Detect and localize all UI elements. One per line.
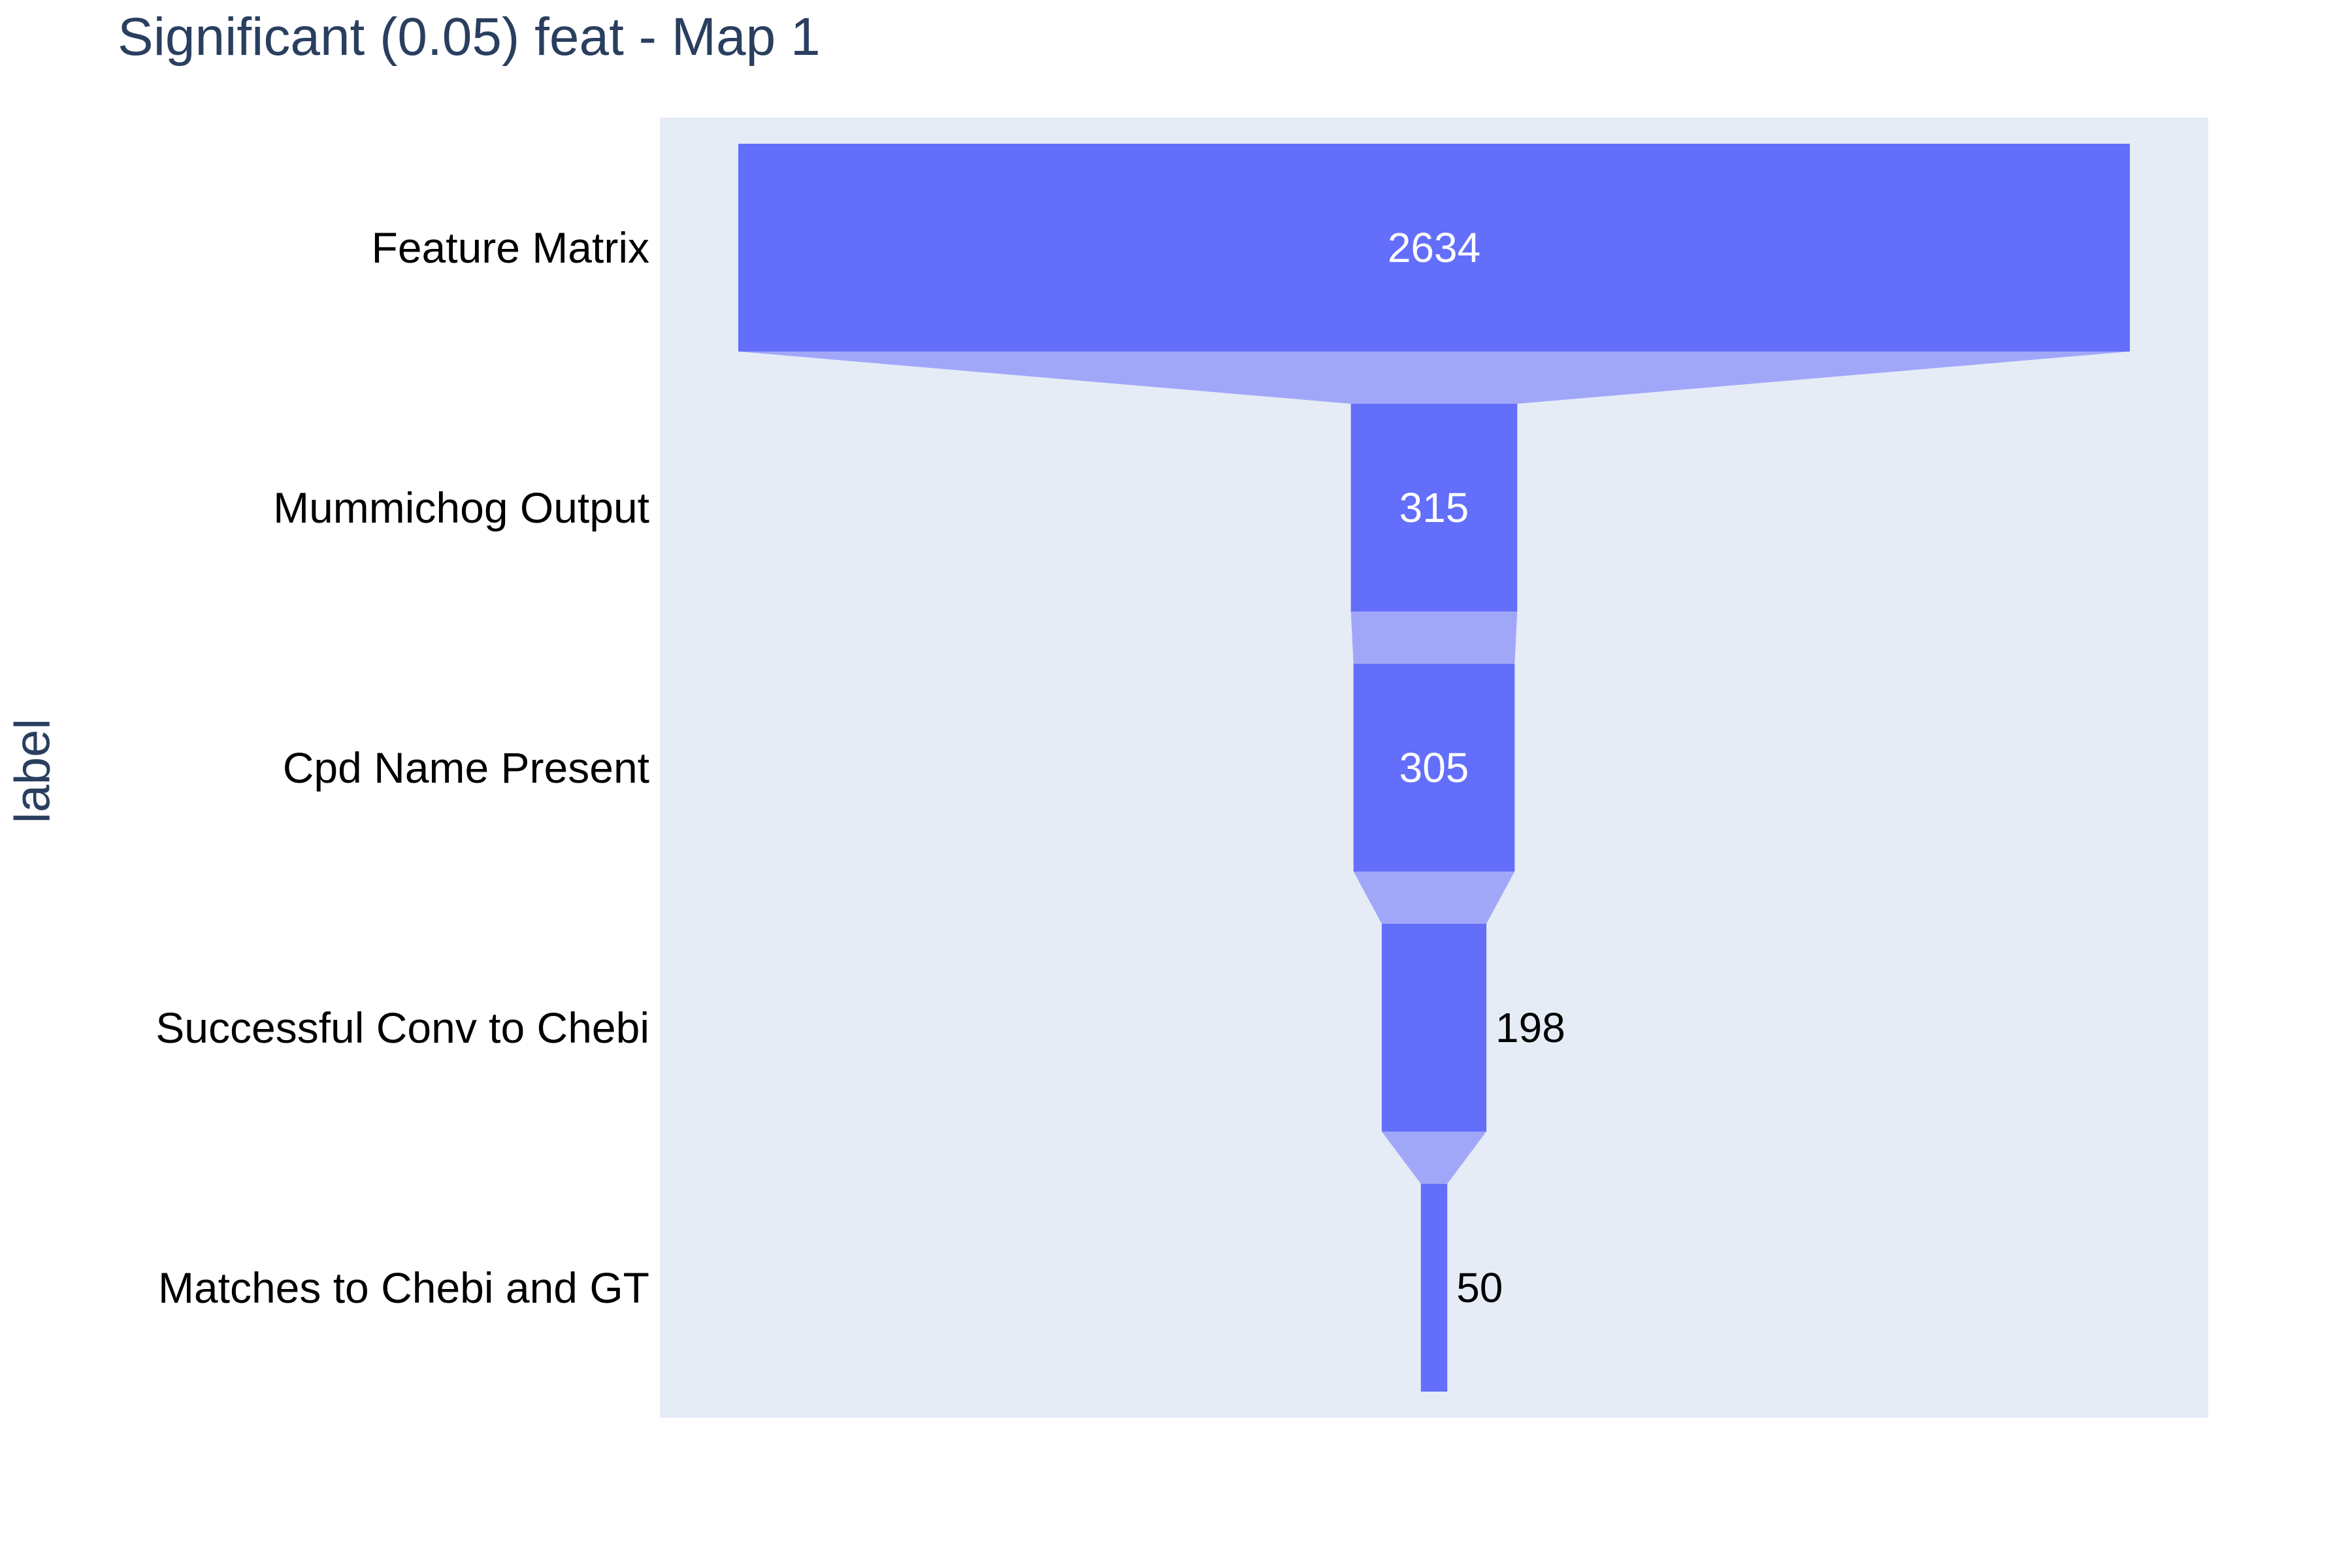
funnel-bar	[1420, 1184, 1448, 1392]
bar-value-label: 198	[1495, 1004, 1565, 1051]
funnel-connector	[1381, 1132, 1487, 1184]
bar-value-label: 2634	[1388, 224, 1480, 271]
funnel-connector	[1350, 612, 1518, 664]
funnel-connector	[1353, 872, 1515, 924]
funnel-connector	[738, 351, 2130, 404]
category-tick-label: Matches to Chebi and GT	[158, 1264, 649, 1312]
funnel-bar	[1350, 404, 1518, 612]
category-tick-label: Successful Conv to Chebi	[155, 1004, 649, 1052]
bar-value-label: 305	[1399, 744, 1469, 791]
category-tick-label: Feature Matrix	[372, 223, 649, 272]
funnel-bar	[1353, 664, 1515, 872]
chart-title: Significant (0.05) feat - Map 1	[118, 7, 821, 67]
category-tick-label: Mummichog Output	[273, 483, 649, 532]
funnel-bar	[738, 144, 2130, 351]
category-tick-label: Cpd Name Present	[283, 743, 649, 792]
bar-value-label: 315	[1399, 484, 1469, 531]
bar-value-label: 50	[1456, 1264, 1503, 1311]
funnel-bar	[1381, 924, 1487, 1132]
